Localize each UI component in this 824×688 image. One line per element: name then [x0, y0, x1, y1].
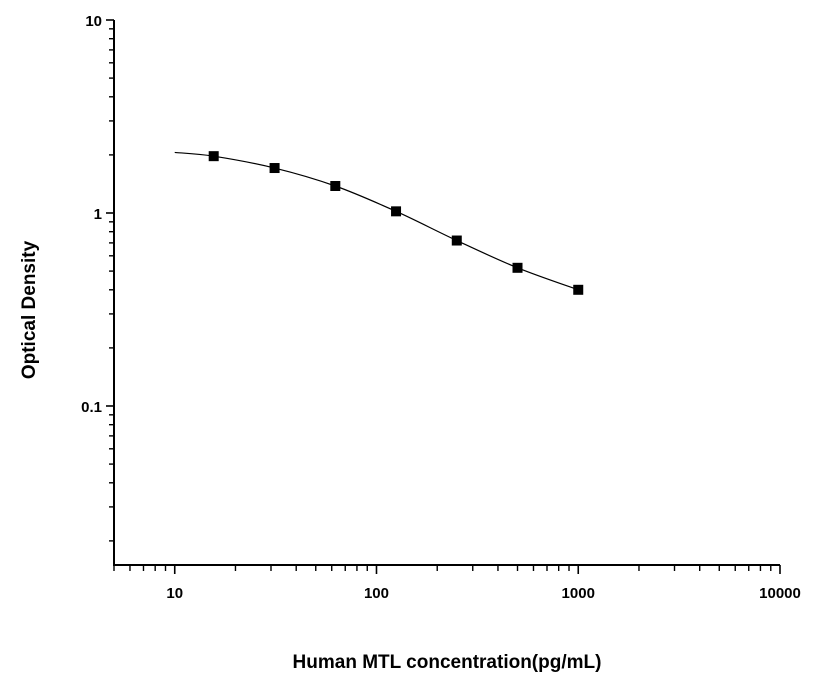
ticks: 10 100 1000 10000 0.1 1 10: [81, 13, 801, 602]
y-tick-label: 0.1: [81, 399, 102, 416]
data-point: [208, 151, 219, 162]
x-axis-label: Human MTL concentration(pg/mL): [293, 652, 602, 673]
x-tick-label: 10000: [759, 585, 801, 602]
y-axis-label: Optical Density: [19, 240, 40, 379]
y-tick-label: 1: [94, 206, 102, 223]
data-point: [269, 163, 280, 174]
data-point: [512, 262, 523, 273]
x-tick-label: 10: [166, 585, 183, 602]
x-tick-label: 1000: [562, 585, 595, 602]
x-tick-label: 100: [364, 585, 389, 602]
data-point: [451, 235, 462, 246]
data-point: [573, 284, 584, 295]
data-point: [391, 206, 402, 217]
data-point: [330, 180, 341, 191]
y-tick-label: 10: [85, 13, 102, 30]
axes: [113, 20, 780, 566]
data-points: [208, 151, 584, 295]
